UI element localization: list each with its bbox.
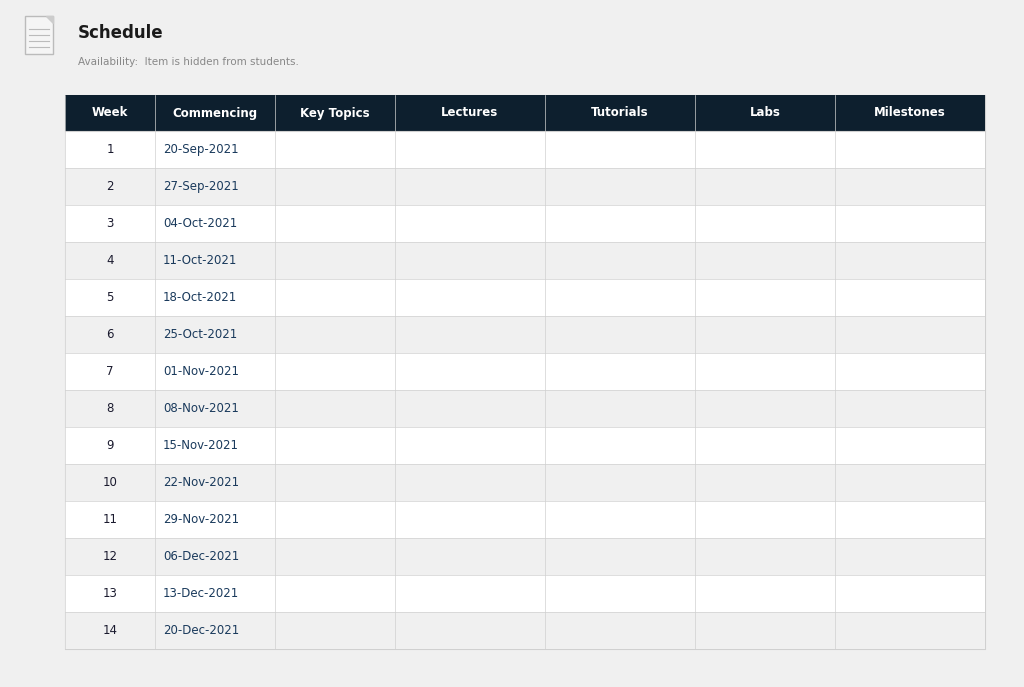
- FancyBboxPatch shape: [65, 242, 985, 279]
- Text: Lectures: Lectures: [441, 106, 499, 120]
- Text: 6: 6: [106, 328, 114, 341]
- Text: 2: 2: [106, 180, 114, 193]
- Text: 9: 9: [106, 439, 114, 452]
- Text: 15-Nov-2021: 15-Nov-2021: [163, 439, 239, 452]
- FancyBboxPatch shape: [65, 427, 985, 464]
- Text: 1: 1: [106, 143, 114, 156]
- Text: 14: 14: [102, 624, 118, 637]
- Text: Week: Week: [92, 106, 128, 120]
- FancyBboxPatch shape: [65, 501, 985, 538]
- FancyBboxPatch shape: [65, 95, 985, 131]
- Text: 20-Sep-2021: 20-Sep-2021: [163, 143, 239, 156]
- Text: 08-Nov-2021: 08-Nov-2021: [163, 402, 239, 415]
- Text: 11-Oct-2021: 11-Oct-2021: [163, 254, 238, 267]
- Text: 4: 4: [106, 254, 114, 267]
- Text: Commencing: Commencing: [172, 106, 258, 120]
- Text: 06-Dec-2021: 06-Dec-2021: [163, 550, 240, 563]
- FancyBboxPatch shape: [65, 390, 985, 427]
- Text: 3: 3: [106, 217, 114, 230]
- FancyBboxPatch shape: [65, 612, 985, 649]
- Text: Tutorials: Tutorials: [591, 106, 649, 120]
- FancyBboxPatch shape: [25, 16, 53, 54]
- Text: 13-Dec-2021: 13-Dec-2021: [163, 587, 240, 600]
- FancyBboxPatch shape: [65, 279, 985, 316]
- Text: 04-Oct-2021: 04-Oct-2021: [163, 217, 238, 230]
- Text: Availability:  Item is hidden from students.: Availability: Item is hidden from studen…: [78, 57, 299, 67]
- Text: 5: 5: [106, 291, 114, 304]
- Text: 12: 12: [102, 550, 118, 563]
- FancyBboxPatch shape: [65, 353, 985, 390]
- Text: Labs: Labs: [750, 106, 780, 120]
- Text: Key Topics: Key Topics: [300, 106, 370, 120]
- Text: 8: 8: [106, 402, 114, 415]
- Text: 29-Nov-2021: 29-Nov-2021: [163, 513, 240, 526]
- Text: 7: 7: [106, 365, 114, 378]
- Text: 22-Nov-2021: 22-Nov-2021: [163, 476, 240, 489]
- FancyBboxPatch shape: [65, 205, 985, 242]
- Text: 13: 13: [102, 587, 118, 600]
- Polygon shape: [46, 16, 53, 23]
- FancyBboxPatch shape: [65, 168, 985, 205]
- Text: Schedule: Schedule: [78, 24, 164, 42]
- Text: 25-Oct-2021: 25-Oct-2021: [163, 328, 238, 341]
- Text: 18-Oct-2021: 18-Oct-2021: [163, 291, 238, 304]
- FancyBboxPatch shape: [65, 95, 985, 649]
- Text: 27-Sep-2021: 27-Sep-2021: [163, 180, 239, 193]
- Text: Milestones: Milestones: [874, 106, 946, 120]
- FancyBboxPatch shape: [65, 131, 985, 168]
- FancyBboxPatch shape: [65, 538, 985, 575]
- Text: 20-Dec-2021: 20-Dec-2021: [163, 624, 240, 637]
- Text: 10: 10: [102, 476, 118, 489]
- FancyBboxPatch shape: [65, 316, 985, 353]
- FancyBboxPatch shape: [65, 464, 985, 501]
- Text: 01-Nov-2021: 01-Nov-2021: [163, 365, 239, 378]
- Text: 11: 11: [102, 513, 118, 526]
- FancyBboxPatch shape: [65, 575, 985, 612]
